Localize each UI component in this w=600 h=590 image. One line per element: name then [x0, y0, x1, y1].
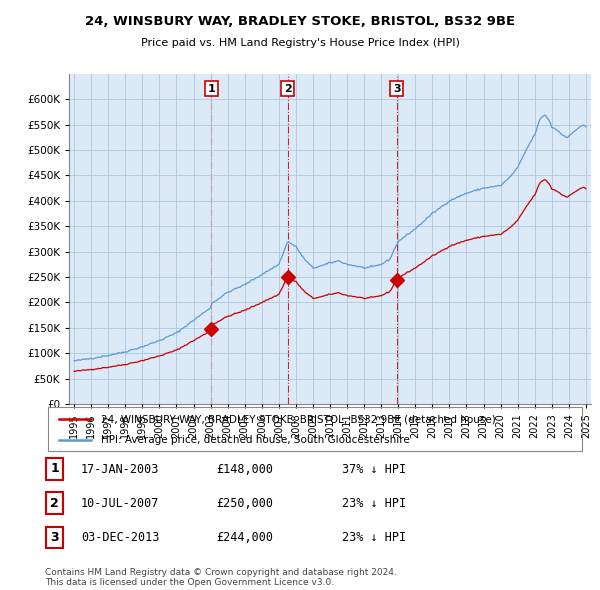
Text: £250,000: £250,000	[216, 497, 273, 510]
Text: 17-JAN-2003: 17-JAN-2003	[81, 463, 160, 476]
Text: HPI: Average price, detached house, South Gloucestershire: HPI: Average price, detached house, Sout…	[101, 435, 410, 445]
Text: 1: 1	[50, 463, 59, 476]
Text: 24, WINSBURY WAY, BRADLEY STOKE, BRISTOL, BS32 9BE: 24, WINSBURY WAY, BRADLEY STOKE, BRISTOL…	[85, 15, 515, 28]
Text: 3: 3	[50, 531, 59, 544]
Text: 23% ↓ HPI: 23% ↓ HPI	[342, 497, 406, 510]
Text: 2: 2	[284, 84, 292, 94]
Text: 2: 2	[50, 497, 59, 510]
Text: 1: 1	[208, 84, 215, 94]
Text: Contains HM Land Registry data © Crown copyright and database right 2024.
This d: Contains HM Land Registry data © Crown c…	[45, 568, 397, 587]
Text: 37% ↓ HPI: 37% ↓ HPI	[342, 463, 406, 476]
Text: 03-DEC-2013: 03-DEC-2013	[81, 532, 160, 545]
Text: £244,000: £244,000	[216, 532, 273, 545]
Text: £148,000: £148,000	[216, 463, 273, 476]
Text: 24, WINSBURY WAY, BRADLEY STOKE, BRISTOL, BS32 9BE (detached house): 24, WINSBURY WAY, BRADLEY STOKE, BRISTOL…	[101, 414, 496, 424]
Text: 10-JUL-2007: 10-JUL-2007	[81, 497, 160, 510]
Text: 23% ↓ HPI: 23% ↓ HPI	[342, 532, 406, 545]
Text: 3: 3	[393, 84, 401, 94]
Text: Price paid vs. HM Land Registry's House Price Index (HPI): Price paid vs. HM Land Registry's House …	[140, 38, 460, 48]
